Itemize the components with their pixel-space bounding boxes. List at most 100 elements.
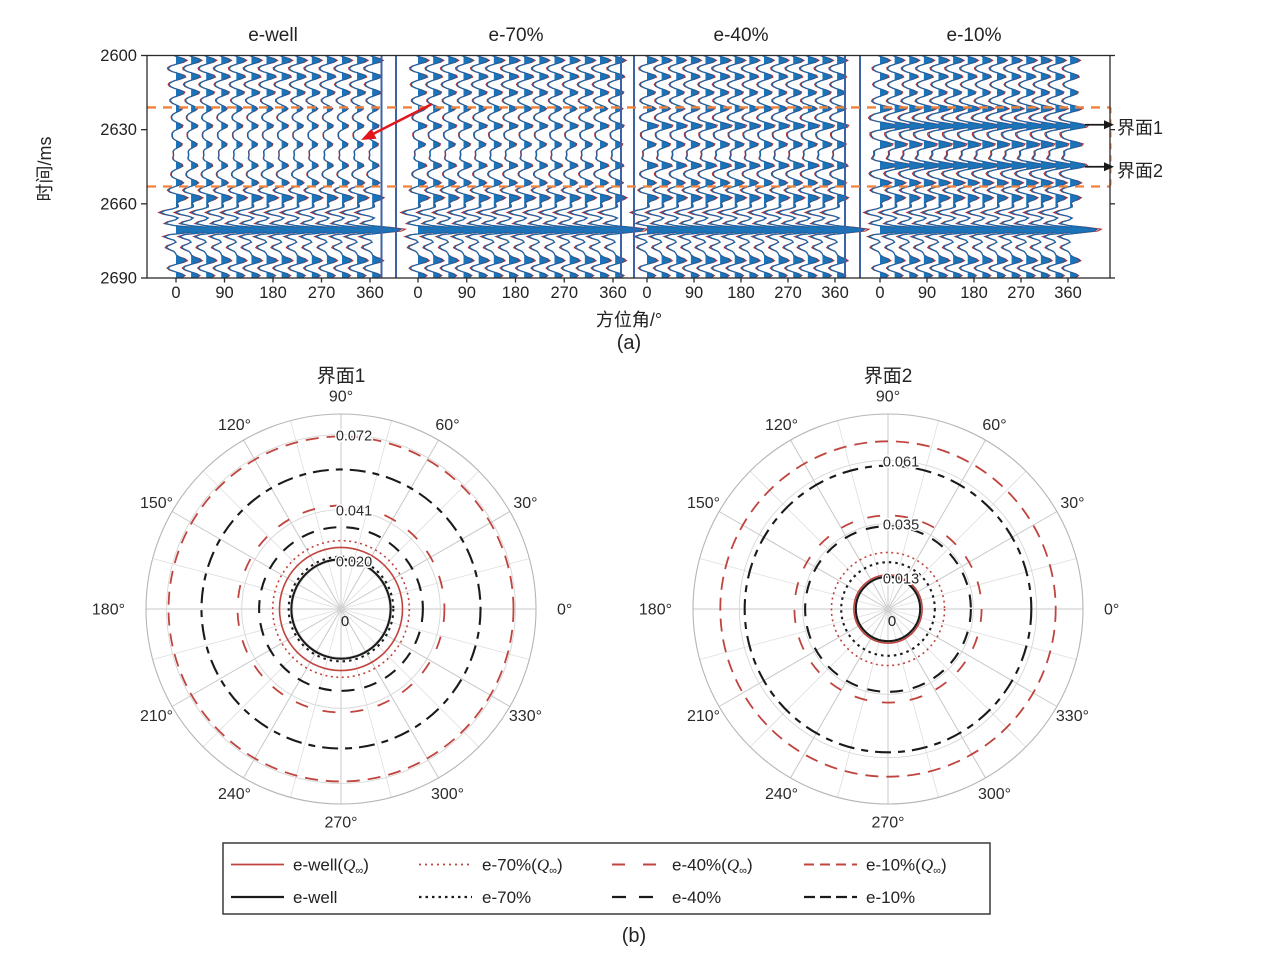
x-tick-label: 0 xyxy=(413,284,422,302)
polar-spoke xyxy=(887,608,939,798)
polar-r-tick-label: 0.072 xyxy=(336,429,372,445)
seismic-trace-fill xyxy=(720,55,749,278)
x-tick-label: 180 xyxy=(960,284,988,302)
polar-series-e-40% xyxy=(804,525,972,693)
x-tick-label: 0 xyxy=(875,284,884,302)
polar-angle-label: 0° xyxy=(1104,602,1119,619)
polar-angle-label: 90° xyxy=(329,389,353,406)
polar-angle-label: 330° xyxy=(509,708,542,725)
seismic-trace-fill xyxy=(676,55,703,278)
polar-angle-label: 180° xyxy=(92,602,125,619)
seismic-trace-fill xyxy=(837,55,865,278)
polar-series-e-well(Q∞) xyxy=(278,546,404,672)
seismic-trace-line xyxy=(296,55,341,278)
seismic-trace-line xyxy=(205,55,250,278)
polar-r-tick-label: 0.020 xyxy=(336,555,372,571)
seismic-trace-line xyxy=(718,55,765,278)
polar-series-e-10% xyxy=(743,464,1033,754)
x-tick-label: 360 xyxy=(356,284,384,302)
polar-series-e-70%(Q∞) xyxy=(271,539,411,679)
x-tick-label: 90 xyxy=(918,284,936,302)
seismic-trace-fill xyxy=(326,55,354,278)
seismic-trace-line xyxy=(477,55,525,278)
polar-angle-label: 150° xyxy=(140,495,173,512)
caption-a: (a) xyxy=(616,332,642,354)
polar-series-e-10%(Q∞) xyxy=(719,440,1057,778)
seismic-trace-line xyxy=(355,55,403,278)
seismic-trace-line xyxy=(703,55,751,278)
seismic-trace-line xyxy=(763,55,808,278)
seismic-trace-line xyxy=(340,55,388,278)
seismic-trace-line xyxy=(733,55,779,278)
interface-1-label: 界面1 xyxy=(1117,118,1164,138)
polar-r-origin-label: 0 xyxy=(341,613,349,630)
caption-b: (b) xyxy=(621,925,647,947)
seismic-trace-fill xyxy=(251,55,280,278)
interface-arrow-head xyxy=(1104,120,1114,130)
polar-grid-circle xyxy=(241,509,441,709)
seismic-trace-fill xyxy=(311,55,339,278)
seismic-trace-line xyxy=(174,55,222,278)
seismic-trace-line xyxy=(821,55,867,278)
seismic-trace-line xyxy=(791,55,839,278)
polar-spoke xyxy=(887,470,1027,610)
polar-series-e-well xyxy=(854,575,922,643)
seismic-trace-fill xyxy=(734,55,763,278)
polar-spoke xyxy=(340,420,392,610)
polar-spoke xyxy=(171,608,342,707)
seismic-trace-fill xyxy=(191,55,220,278)
polar-spoke xyxy=(340,470,480,610)
polar-angle-label: 120° xyxy=(218,417,251,434)
polar-spoke xyxy=(699,558,889,610)
seismic-trace-fill xyxy=(176,55,205,278)
polar-r-tick-label: 0.041 xyxy=(336,504,372,520)
seismic-trace-fill xyxy=(1026,55,1055,278)
y-tick-label: 2600 xyxy=(100,47,137,65)
polar-angle-label: 300° xyxy=(431,786,464,803)
panel-a-title-e-40: e-40% xyxy=(713,25,769,46)
panel-a-x-axis-label: 方位角/° xyxy=(595,310,663,330)
polar-series-e-well(Q∞) xyxy=(853,574,923,644)
legend-item-label: e-well xyxy=(293,888,337,907)
x-tick-label: 0 xyxy=(642,284,651,302)
seismic-trace-fill xyxy=(807,55,837,278)
x-tick-label: 90 xyxy=(458,284,476,302)
polar-spoke xyxy=(340,558,530,610)
seismic-trace-line xyxy=(646,55,691,278)
seismic-trace-fill xyxy=(909,55,937,278)
legend-item-label: e-10%(Q∞) xyxy=(866,856,947,878)
polar-spoke xyxy=(152,608,342,660)
polar-grid-circle xyxy=(802,523,974,695)
polar-angle-label: 330° xyxy=(1056,708,1089,725)
polar-r-tick-label: 0.013 xyxy=(883,571,919,587)
seismic-trace-line xyxy=(250,55,297,278)
seismic-trace-fill xyxy=(206,55,234,278)
seismic-trace-fill xyxy=(690,55,719,278)
seismic-trace-line xyxy=(523,55,568,278)
polar-spoke xyxy=(171,511,342,610)
annotation-arrow-line xyxy=(372,102,433,135)
seismic-trace-fill xyxy=(822,55,851,278)
legend-item-label: e-well(Q∞) xyxy=(293,856,369,878)
seismic-trace-fill xyxy=(266,55,296,278)
polar-series-e-70% xyxy=(840,561,936,657)
seismic-trace-line xyxy=(568,55,615,278)
seismic-trace-fill xyxy=(236,55,264,278)
seismic-trace-line xyxy=(326,55,372,278)
seismic-trace-line xyxy=(583,55,631,278)
panel-a-title-e-well: e-well xyxy=(248,25,298,46)
seismic-trace-fill xyxy=(923,55,952,278)
seismic-trace-line xyxy=(462,55,508,278)
polar-angle-label: 30° xyxy=(1060,495,1084,512)
interface-2-label: 界面2 xyxy=(1117,161,1164,181)
interface-marker-arrow xyxy=(1085,162,1114,172)
legend-item-label: e-10% xyxy=(866,888,915,907)
legend-item-label: e-70%(Q∞) xyxy=(482,856,563,878)
polar-spoke xyxy=(340,439,439,610)
polar-spoke xyxy=(340,608,480,748)
polar-angle-label: 270° xyxy=(324,815,357,832)
seismic-trace-fill xyxy=(996,55,1024,278)
seismic-trace-fill xyxy=(1040,55,1070,278)
